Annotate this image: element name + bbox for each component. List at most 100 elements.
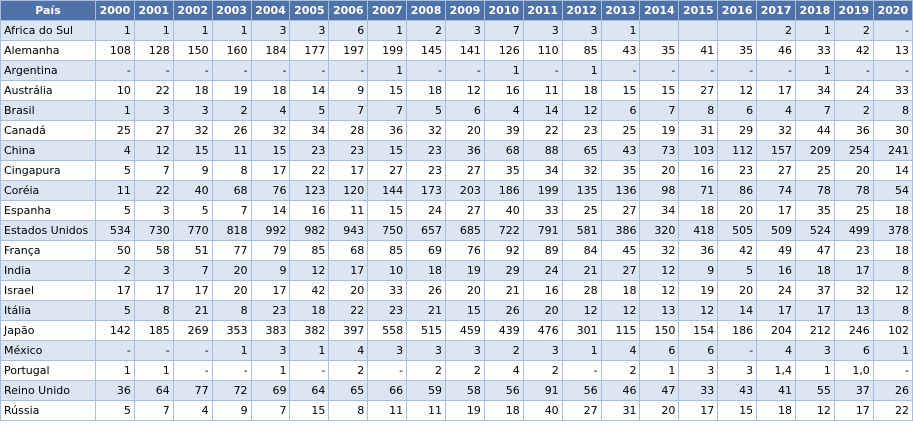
value-cell: 3 <box>173 101 212 121</box>
value-cell: 42 <box>834 41 873 61</box>
value-cell: 7 <box>484 21 523 41</box>
value-cell: 505 <box>718 221 757 241</box>
value-cell: - <box>96 341 135 361</box>
value-cell: 4 <box>757 341 796 361</box>
value-cell: 144 <box>368 181 407 201</box>
column-header: 2004 <box>251 1 290 21</box>
column-header: 2013 <box>601 1 640 21</box>
value-cell: 47 <box>640 381 679 401</box>
value-cell: 33 <box>873 81 912 101</box>
value-cell: - <box>134 61 173 81</box>
value-cell: 18 <box>796 261 835 281</box>
value-cell: - <box>562 361 601 381</box>
table-row: Portugal11--1-2-2242-21331,411,0- <box>1 361 913 381</box>
value-cell: 17 <box>173 281 212 301</box>
value-cell: 58 <box>134 241 173 261</box>
value-cell: 15 <box>446 301 485 321</box>
value-cell: 9 <box>212 401 251 421</box>
value-cell: 55 <box>796 381 835 401</box>
value-cell: - <box>329 61 368 81</box>
value-cell: 68 <box>329 241 368 261</box>
value-cell: 301 <box>562 321 601 341</box>
value-cell: 1,0 <box>834 361 873 381</box>
value-cell: 79 <box>251 241 290 261</box>
value-cell: 20 <box>212 261 251 281</box>
value-cell: 20 <box>446 121 485 141</box>
value-cell: 20 <box>718 281 757 301</box>
value-cell: - <box>718 61 757 81</box>
value-cell: 212 <box>796 321 835 341</box>
value-cell: 17 <box>834 261 873 281</box>
value-cell: 1 <box>96 21 135 41</box>
value-cell: - <box>523 61 562 81</box>
value-cell: 2 <box>484 341 523 361</box>
table-row: Coréia1122406876123120144173203186199135… <box>1 181 913 201</box>
table-row: Estados Unidos53473077081899298294375065… <box>1 221 913 241</box>
value-cell: 20 <box>640 401 679 421</box>
value-cell: 17 <box>796 301 835 321</box>
value-cell: 24 <box>757 281 796 301</box>
value-cell: 157 <box>757 141 796 161</box>
value-cell: 25 <box>96 121 135 141</box>
value-cell: 15 <box>290 401 329 421</box>
country-cell: Canadá <box>1 121 96 141</box>
value-cell: 18 <box>484 401 523 421</box>
table-row: Austrália1022181918149151812161118151527… <box>1 81 913 101</box>
value-cell: 141 <box>446 41 485 61</box>
value-cell: 13 <box>834 301 873 321</box>
value-cell: 5 <box>407 101 446 121</box>
value-cell: 40 <box>523 401 562 421</box>
value-cell: 2 <box>407 21 446 41</box>
value-cell: - <box>679 61 718 81</box>
value-cell: 7 <box>368 101 407 121</box>
value-cell: 142 <box>96 321 135 341</box>
value-cell: 173 <box>407 181 446 201</box>
value-cell: 1 <box>796 61 835 81</box>
value-cell: 17 <box>757 301 796 321</box>
value-cell: 1 <box>796 21 835 41</box>
value-cell: 76 <box>251 181 290 201</box>
value-cell: 7 <box>134 401 173 421</box>
value-cell: 3 <box>134 261 173 281</box>
value-cell: 54 <box>873 181 912 201</box>
value-cell: 73 <box>640 141 679 161</box>
value-cell: 10 <box>96 81 135 101</box>
value-cell: 12 <box>796 401 835 421</box>
value-cell: 5 <box>290 101 329 121</box>
value-cell: 51 <box>173 241 212 261</box>
value-cell: 4 <box>601 341 640 361</box>
value-cell: 32 <box>757 121 796 141</box>
value-cell: 581 <box>562 221 601 241</box>
value-cell: 17 <box>251 281 290 301</box>
value-cell: 3 <box>796 341 835 361</box>
value-cell: 12 <box>640 281 679 301</box>
value-cell: 18 <box>679 201 718 221</box>
value-cell: 1 <box>601 21 640 41</box>
country-cell: China <box>1 141 96 161</box>
column-header: 2019 <box>834 1 873 21</box>
value-cell: 9 <box>679 261 718 281</box>
column-header: 2010 <box>484 1 523 21</box>
value-cell: 5 <box>96 201 135 221</box>
value-cell: 199 <box>523 181 562 201</box>
value-cell: 382 <box>290 321 329 341</box>
value-cell: 16 <box>679 161 718 181</box>
table-row: México---1314333231466-4361 <box>1 341 913 361</box>
value-cell: 12 <box>446 81 485 101</box>
value-cell: 4 <box>173 401 212 421</box>
value-cell: 3 <box>251 21 290 41</box>
value-cell: - <box>368 361 407 381</box>
value-cell: 6 <box>679 341 718 361</box>
value-cell: 64 <box>290 381 329 401</box>
value-cell: 15 <box>251 141 290 161</box>
value-cell: 17 <box>134 281 173 301</box>
value-cell: 66 <box>368 381 407 401</box>
value-cell: 42 <box>718 241 757 261</box>
country-cell: Portugal <box>1 361 96 381</box>
value-cell: 269 <box>173 321 212 341</box>
country-cell: Argentina <box>1 61 96 81</box>
value-cell: 12 <box>134 141 173 161</box>
value-cell: 18 <box>562 81 601 101</box>
country-cell: México <box>1 341 96 361</box>
value-cell: 36 <box>834 121 873 141</box>
